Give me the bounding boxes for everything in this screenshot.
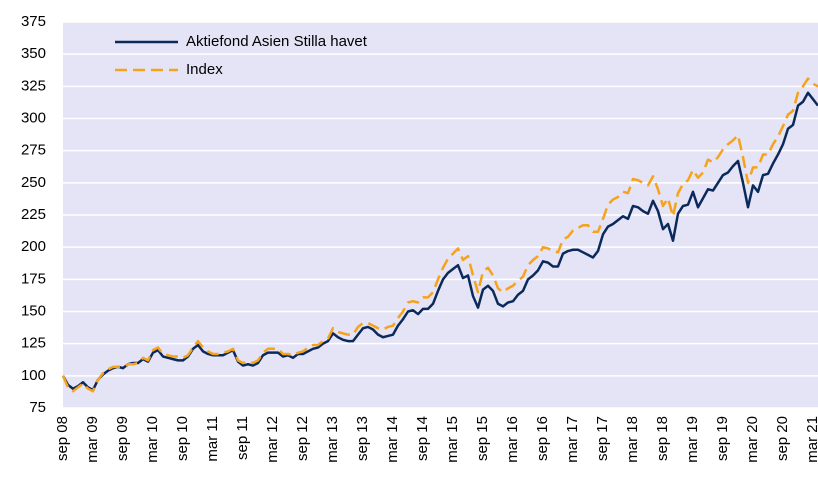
- y-tick-label: 150: [21, 302, 46, 319]
- x-tick-label: mar 18: [624, 416, 641, 463]
- x-tick-label: sep 10: [174, 416, 191, 461]
- x-tick-label: sep 14: [414, 416, 431, 461]
- x-tick-label: mar 15: [444, 416, 461, 463]
- y-tick-label: 100: [21, 367, 46, 384]
- x-tick-label: mar 14: [384, 416, 401, 463]
- x-tick-label: sep 19: [714, 416, 731, 461]
- x-tick-label: mar 13: [324, 416, 341, 463]
- x-tick-label: mar 17: [564, 416, 581, 463]
- x-tick-label: sep 13: [354, 416, 371, 461]
- x-tick-label: mar 10: [144, 416, 161, 463]
- x-tick-label: sep 20: [774, 416, 791, 461]
- y-tick-label: 375: [21, 13, 46, 30]
- x-tick-label: mar 21: [804, 416, 818, 463]
- x-tick-label: sep 08: [54, 416, 71, 461]
- x-tick-label: mar 20: [744, 416, 761, 463]
- x-tick-label: mar 12: [264, 416, 281, 463]
- series-line: [61, 77, 818, 393]
- x-tick-label: sep 09: [114, 416, 131, 461]
- x-tick-label: mar 16: [504, 416, 521, 463]
- y-tick-label: 125: [21, 335, 46, 352]
- y-tick-label: 200: [21, 238, 46, 255]
- y-tick-label: 300: [21, 109, 46, 126]
- x-tick-label: sep 16: [534, 416, 551, 461]
- x-tick-label: sep 18: [654, 416, 671, 461]
- y-tick-label: 225: [21, 206, 46, 223]
- x-tick-label: sep 12: [294, 416, 311, 461]
- x-tick-label: sep 15: [474, 416, 491, 461]
- x-tick-label: mar 11: [204, 416, 221, 462]
- y-tick-label: 325: [21, 77, 46, 94]
- x-tick-label: mar 19: [684, 416, 701, 463]
- y-tick-label: 75: [29, 399, 46, 416]
- y-tick-label: 175: [21, 270, 46, 287]
- x-tick-label: sep 11: [234, 416, 251, 460]
- x-tick-label: mar 09: [84, 416, 101, 463]
- legend-label: Aktiefond Asien Stilla havet: [186, 33, 368, 50]
- x-tick-label: sep 17: [594, 416, 611, 461]
- y-tick-label: 350: [21, 45, 46, 62]
- y-tick-label: 250: [21, 174, 46, 191]
- y-tick-label: 275: [21, 142, 46, 159]
- legend-label: Index: [186, 61, 223, 78]
